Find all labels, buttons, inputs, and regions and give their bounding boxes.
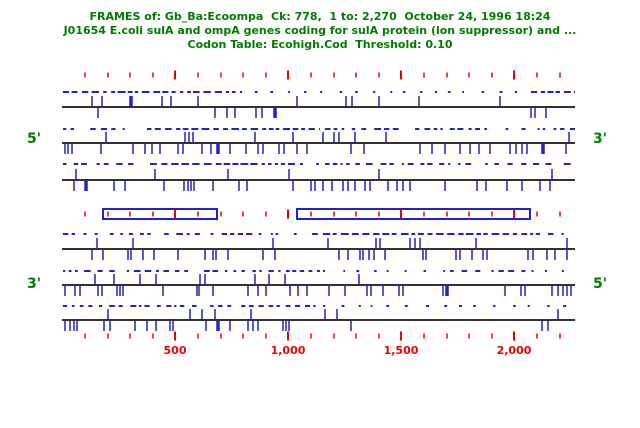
frame-r2: [62, 270, 575, 296]
forward-strand-5prime-label: 5': [27, 131, 42, 147]
reverse-strand-3prime-label: 3': [27, 276, 42, 292]
forward-strand-3prime-label: 3': [593, 131, 608, 147]
codon-table-threshold-line: Codon Table: Ecohigh.Cod Threshold: 0.10: [187, 38, 453, 51]
orf-boxes: [102, 208, 531, 220]
axis-tick-label: 500: [164, 344, 187, 357]
ruler-middle: [84, 209, 561, 219]
frame-r1: [62, 233, 575, 260]
orf-box: [296, 208, 531, 220]
frame-f1: [62, 91, 575, 118]
plot-title-line: FRAMES of: Gb_Ba:Ecoompa Ck: 778, 1 to: …: [89, 10, 551, 23]
ruler-top: [84, 70, 561, 80]
reverse-strand-5prime-label: 5': [593, 276, 608, 292]
frame-r3: [62, 305, 575, 331]
ruler-bottom: 500 1,000 1,500 2,000: [84, 331, 561, 357]
frame-f3: [62, 163, 575, 191]
axis-tick-label: 1,000: [271, 344, 306, 357]
orf-box: [102, 208, 218, 220]
frame-f2: [62, 128, 575, 154]
axis-tick-label: 2,000: [497, 344, 532, 357]
sequence-definition-line: J01654 E.coli sulA and ompA genes coding…: [63, 24, 577, 37]
axis-tick-label: 1,500: [384, 344, 419, 357]
